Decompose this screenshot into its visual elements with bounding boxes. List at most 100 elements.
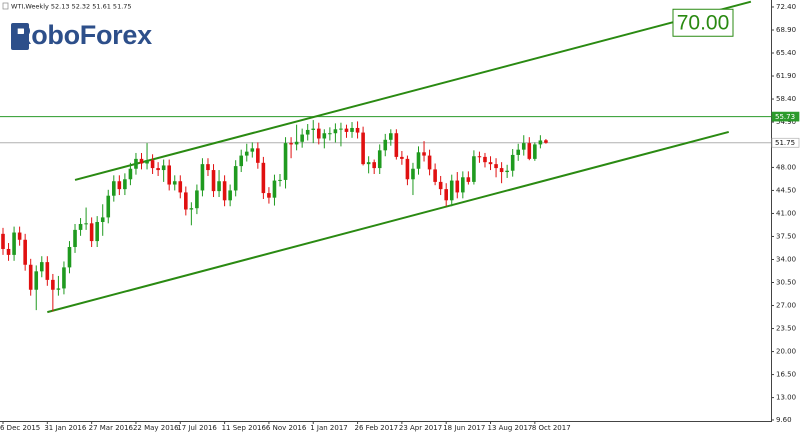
candle-body xyxy=(117,181,122,190)
candle-body xyxy=(78,223,83,230)
candle-body xyxy=(100,217,105,223)
candle-body xyxy=(505,170,509,173)
candle-body xyxy=(23,239,27,265)
candle-body xyxy=(84,223,88,225)
candle-body xyxy=(167,165,171,185)
candle-body xyxy=(394,133,399,157)
candle-body xyxy=(416,152,421,169)
candle-body xyxy=(305,129,310,135)
x-tick-label: 22 May 2016 xyxy=(133,424,179,432)
y-tick-label: 16.50 xyxy=(776,371,796,379)
x-tick-label: 8 Oct 2017 xyxy=(532,424,571,432)
candle-body xyxy=(172,181,177,185)
candle-body xyxy=(184,192,188,210)
trend-line xyxy=(47,130,729,314)
y-tick-label: 13.00 xyxy=(776,394,796,402)
candle-body xyxy=(449,180,454,201)
candle-body xyxy=(316,128,321,139)
x-tick-label: 17 Jul 2016 xyxy=(177,424,217,432)
candle-body xyxy=(339,128,343,130)
candles xyxy=(1,120,548,312)
candle-body xyxy=(6,248,11,255)
y-tick-label: 72.40 xyxy=(776,3,796,11)
candle-body xyxy=(466,177,471,182)
candle-body xyxy=(1,233,5,249)
candle-body xyxy=(239,155,244,167)
logo-text: RoboForex xyxy=(12,20,152,50)
candle-body xyxy=(405,158,410,180)
candle-body xyxy=(389,133,393,140)
candle-body xyxy=(461,177,465,193)
candle-body xyxy=(289,143,293,145)
candle-body xyxy=(311,128,316,130)
x-tick-label: 6 Nov 2016 xyxy=(266,424,307,432)
x-tick-label: 31 Jan 2016 xyxy=(44,424,87,432)
x-tick-label: 27 Mar 2016 xyxy=(89,424,134,432)
logo: RoboForex xyxy=(11,20,152,50)
candle-body xyxy=(250,148,255,152)
candle-body xyxy=(422,152,426,156)
y-tick-label: 27.00 xyxy=(776,302,796,310)
price-level-tag xyxy=(771,137,800,148)
y-tick-label: 37.50 xyxy=(776,232,796,240)
candle-body xyxy=(233,166,238,191)
candle-body xyxy=(128,168,133,180)
candle-body xyxy=(427,155,432,170)
candle-body xyxy=(156,168,160,171)
candle-body xyxy=(283,143,288,180)
candle-body xyxy=(510,154,515,171)
candle-body xyxy=(39,262,44,272)
candle-body xyxy=(195,190,199,209)
y-tick-label: 20.00 xyxy=(776,348,796,356)
candle-body xyxy=(300,134,304,142)
target-label: 70.00 xyxy=(677,11,730,34)
candle-body xyxy=(383,139,388,151)
candle-body xyxy=(256,148,260,163)
candle-body xyxy=(533,144,537,159)
candle-body xyxy=(189,208,194,210)
candle-body xyxy=(372,162,376,169)
candle-body xyxy=(411,168,415,180)
candle-body xyxy=(544,140,548,143)
candle-body xyxy=(494,164,498,169)
y-tick-label: 23.50 xyxy=(776,325,796,333)
y-tick-label: 61.90 xyxy=(776,72,796,80)
candle-body xyxy=(328,133,332,135)
price-level-tag xyxy=(771,111,800,122)
candle-body xyxy=(45,262,50,280)
y-tick-label: 30.50 xyxy=(776,279,796,287)
candle-body xyxy=(333,129,338,134)
price-level-label: 55.73 xyxy=(775,113,795,121)
candle-body xyxy=(267,193,271,198)
y-tick-label: 58.40 xyxy=(776,95,796,103)
candle-body xyxy=(28,264,33,290)
candle-body xyxy=(228,190,232,201)
candle-body xyxy=(178,181,183,193)
price-level-label: 51.75 xyxy=(775,139,795,147)
candle-body xyxy=(433,169,437,182)
candle-body xyxy=(488,162,493,165)
x-tick-label: 23 Apr 2017 xyxy=(399,424,442,432)
candle-body xyxy=(438,181,443,190)
candle-body xyxy=(62,267,66,289)
y-tick-label: 41.00 xyxy=(776,209,796,217)
y-tick-label: 34.00 xyxy=(776,255,796,263)
x-tick-label: 1 Jan 2017 xyxy=(310,424,348,432)
candle-body xyxy=(538,140,543,145)
candle-body xyxy=(344,128,349,132)
candle-body xyxy=(366,162,371,165)
candle-body xyxy=(444,189,448,201)
candle-body xyxy=(261,162,266,194)
candle-body xyxy=(400,156,404,159)
candle-body xyxy=(51,279,55,290)
y-tick-label: 48.00 xyxy=(776,163,796,171)
candle-body xyxy=(73,229,77,247)
candle-body xyxy=(521,143,526,150)
candle-body xyxy=(527,143,532,159)
chart-header: WTI,Weekly 52.13 52.32 51.61 51.75 xyxy=(11,3,132,11)
candle-body xyxy=(161,165,166,171)
x-tick-label: 13 Aug 2017 xyxy=(488,424,533,432)
candle-body xyxy=(322,133,327,139)
